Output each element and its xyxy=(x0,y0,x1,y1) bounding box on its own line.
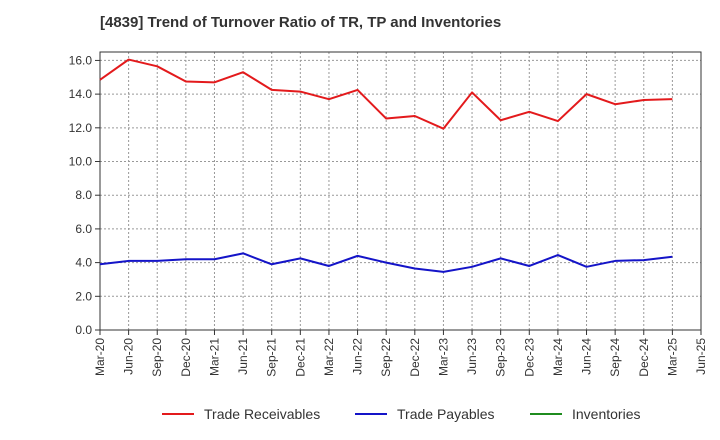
chart-title: [4839] Trend of Turnover Ratio of TR, TP… xyxy=(100,14,502,31)
y-tick-label: 10.0 xyxy=(69,155,93,169)
series-line xyxy=(99,252,673,273)
x-tick-label: Sep-23 xyxy=(494,338,508,377)
y-tick-label: 16.0 xyxy=(69,53,93,67)
x-tick-label: Dec-24 xyxy=(637,338,651,377)
plot-frame xyxy=(99,51,702,331)
x-tick-label: Sep-21 xyxy=(265,338,279,377)
y-tick-label: 8.0 xyxy=(75,188,92,202)
x-tick-label: Sep-24 xyxy=(608,338,622,377)
y-tick-label: 0.0 xyxy=(75,323,92,337)
x-tick-label: Jun-20 xyxy=(122,338,136,375)
x-tick-label: Mar-22 xyxy=(322,338,336,376)
x-tick-label: Mar-25 xyxy=(665,338,679,376)
x-tick-label: Jun-24 xyxy=(580,338,594,375)
x-tick-label: Mar-21 xyxy=(207,338,221,376)
x-tick-label: Jun-22 xyxy=(351,338,365,375)
x-tick-label: Jun-21 xyxy=(236,338,250,375)
series-line xyxy=(99,58,673,130)
x-tick-label: Dec-22 xyxy=(408,338,422,377)
x-tick-label: Dec-21 xyxy=(293,338,307,377)
y-tick-label: 14.0 xyxy=(69,87,93,101)
legend-label: Trade Payables xyxy=(397,406,495,422)
y-tick-label: 2.0 xyxy=(75,289,92,303)
legend-label: Inventories xyxy=(572,406,640,422)
x-tick-label: Dec-20 xyxy=(179,338,193,377)
x-tick-label: Mar-20 xyxy=(93,338,107,376)
legend-label: Trade Receivables xyxy=(204,406,320,422)
x-tick-label: Dec-23 xyxy=(522,338,536,377)
y-tick-label: 6.0 xyxy=(75,222,92,236)
x-tick-label: Jun-23 xyxy=(465,338,479,375)
y-tick-label: 4.0 xyxy=(75,256,92,270)
x-tick-label: Sep-20 xyxy=(150,338,164,377)
x-tick-label: Sep-22 xyxy=(379,338,393,377)
x-tick-label: Mar-23 xyxy=(436,338,450,376)
y-tick-label: 12.0 xyxy=(69,121,93,135)
x-tick-label: Jun-25 xyxy=(694,338,708,375)
x-tick-label: Mar-24 xyxy=(551,338,565,376)
